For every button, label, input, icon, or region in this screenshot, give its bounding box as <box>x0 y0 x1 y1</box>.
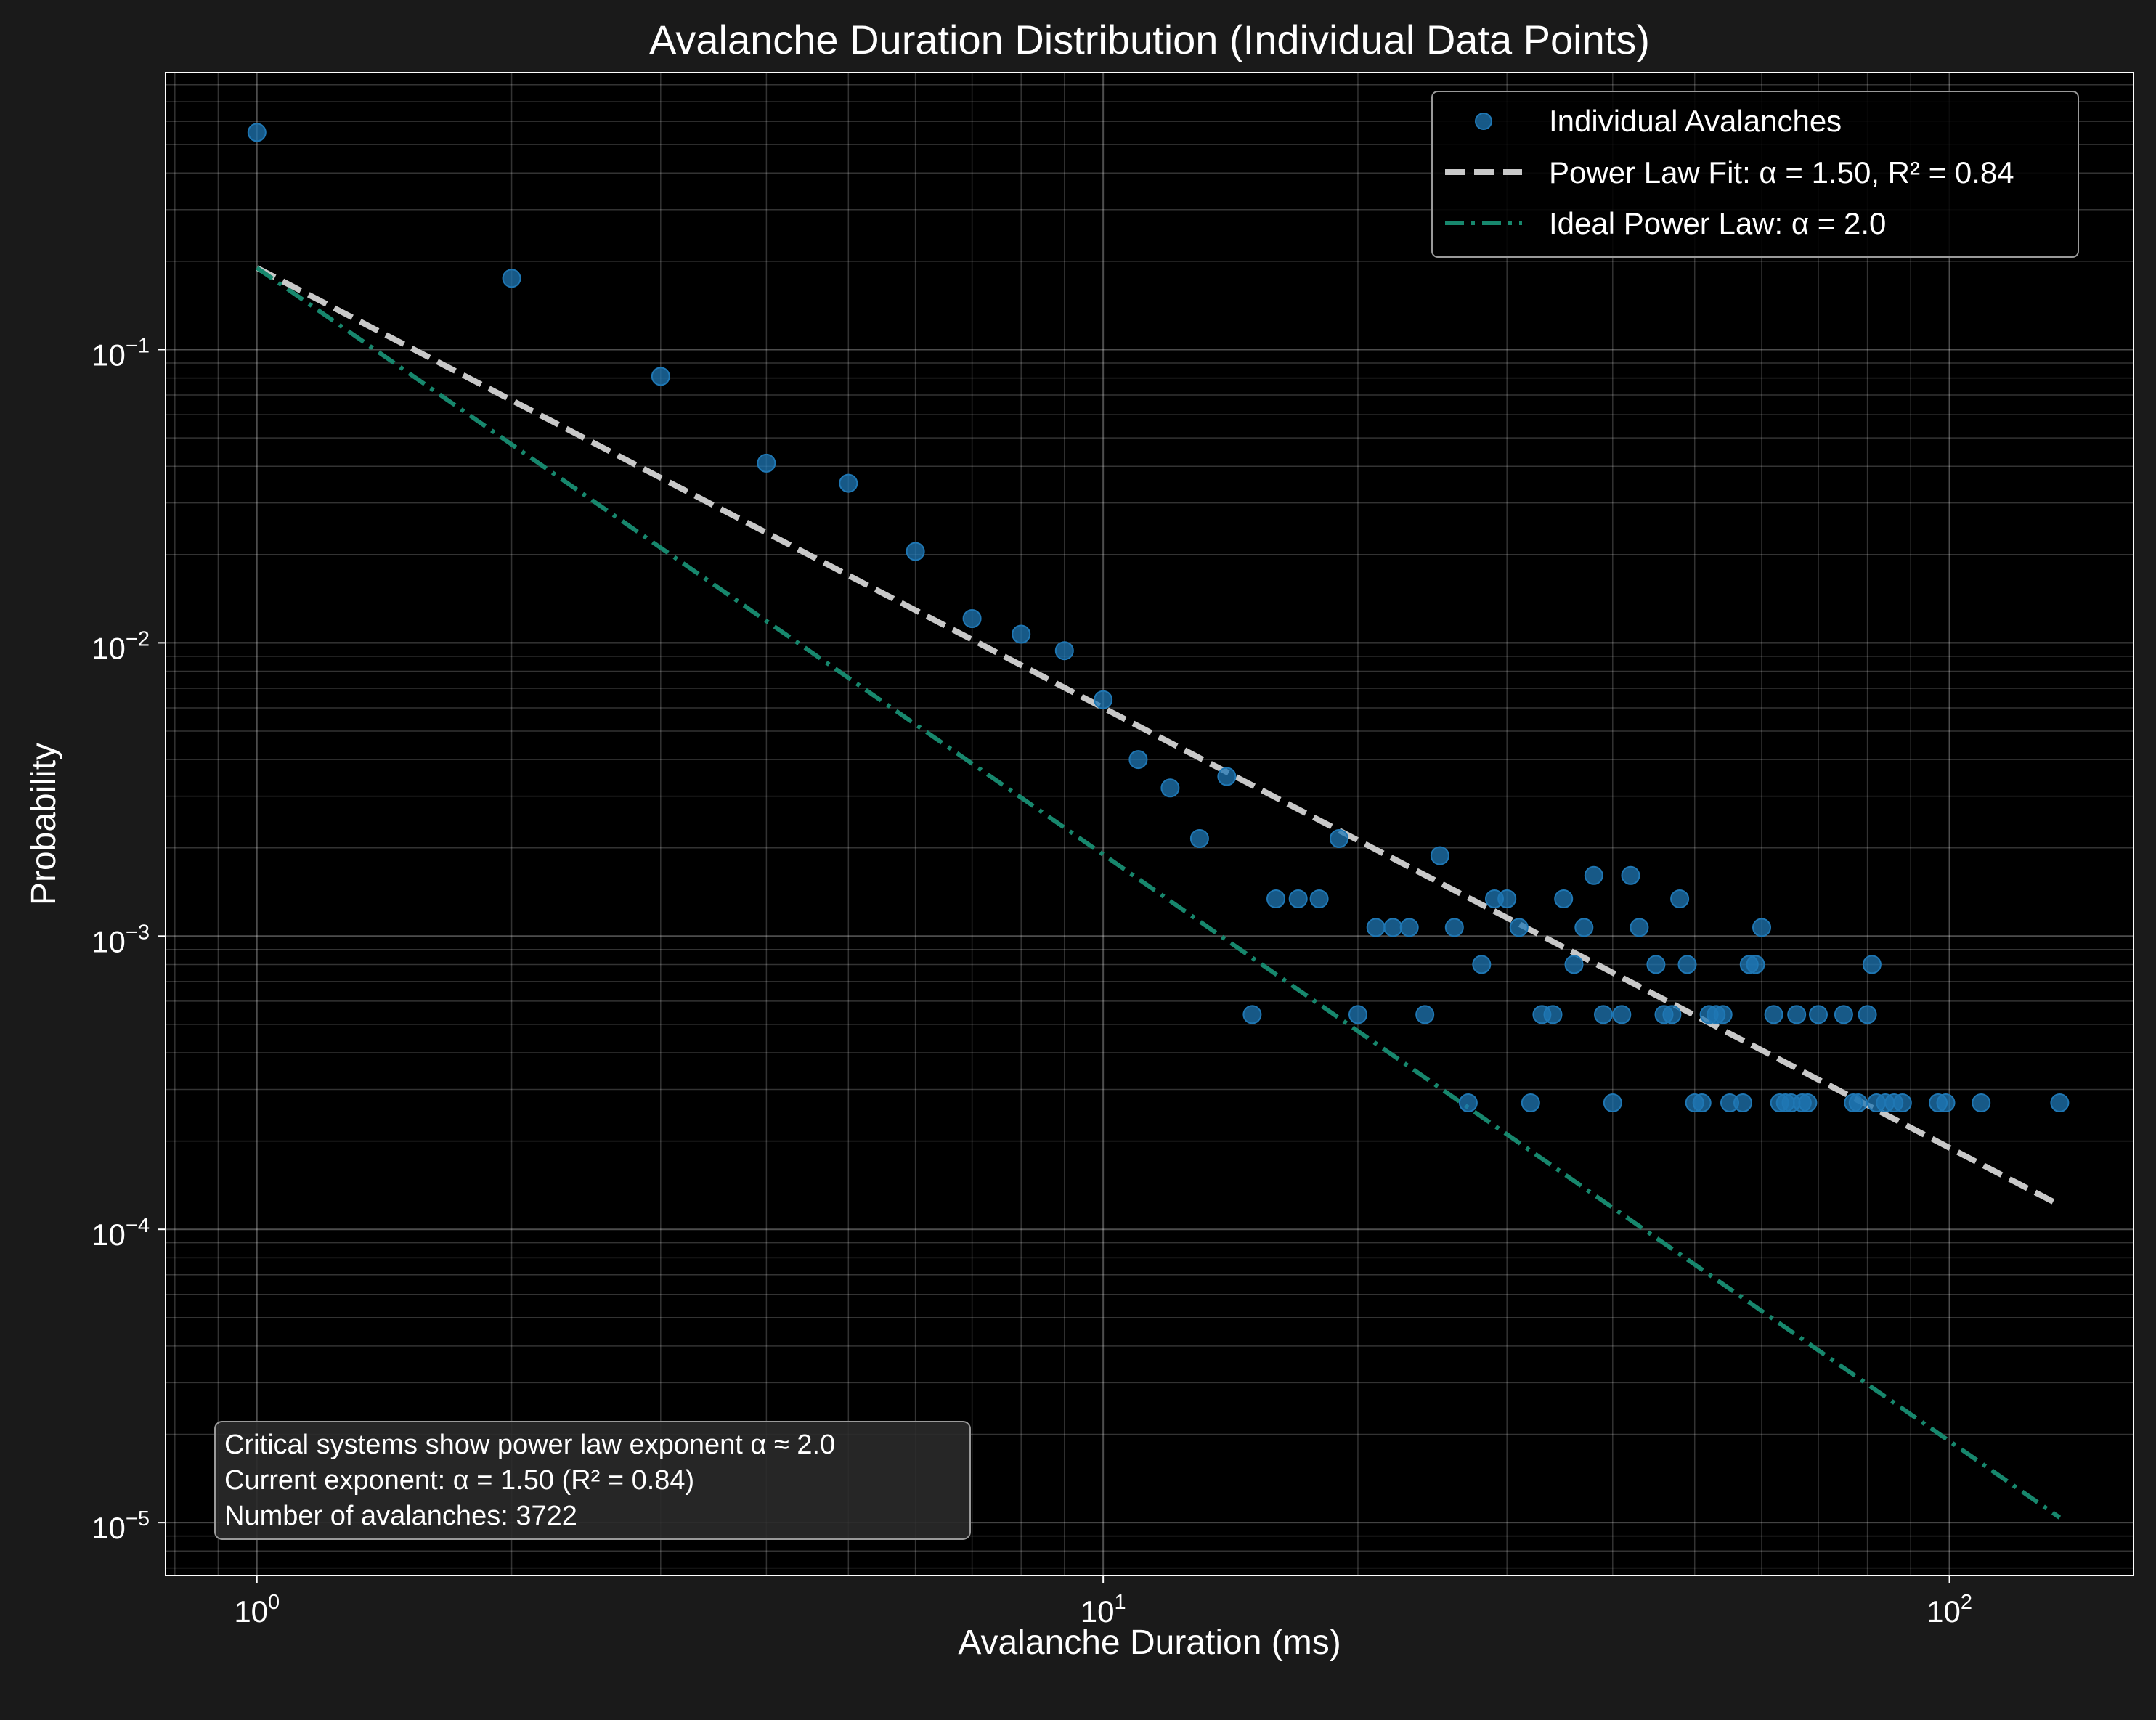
y-axis-label: Probability <box>25 743 63 905</box>
y-tick-label: 10−5 <box>91 1507 150 1545</box>
legend-label-scatter: Individual Avalanches <box>1549 104 1842 138</box>
data-point <box>1733 1093 1752 1112</box>
data-point <box>1564 955 1584 974</box>
data-point <box>1054 641 1074 661</box>
x-tick-label: 101 <box>1081 1591 1126 1629</box>
data-point <box>757 453 776 473</box>
data-point <box>1497 889 1517 908</box>
data-point <box>1217 767 1237 786</box>
legend-label-ideal: Ideal Power Law: α = 2.0 <box>1549 206 1886 240</box>
data-point <box>1128 750 1148 770</box>
data-point <box>1242 1005 1262 1024</box>
x-tick-label: 100 <box>234 1591 280 1629</box>
data-point <box>1936 1093 1956 1112</box>
data-point <box>1670 889 1690 908</box>
annotation-box <box>214 1421 971 1540</box>
annotation: Critical systems show power law exponent… <box>214 1421 971 1540</box>
scatter-series <box>247 123 2070 1112</box>
data-point <box>1713 1005 1733 1024</box>
data-point <box>1594 1005 1613 1024</box>
data-point <box>1858 1005 1877 1024</box>
data-point <box>1094 690 1113 709</box>
data-point <box>1787 1005 1807 1024</box>
data-point <box>1834 1005 1853 1024</box>
legend-label-fit: Power Law Fit: α = 1.50, R² = 0.84 <box>1549 155 2014 189</box>
ideal-power-law-line <box>256 266 2062 1520</box>
data-point <box>1288 889 1308 908</box>
data-point <box>1630 918 1649 937</box>
legend: Individual Avalanches Power Law Fit: α =… <box>1431 91 2079 258</box>
data-point <box>1764 1005 1783 1024</box>
data-point <box>1383 918 1403 937</box>
data-point <box>1574 918 1594 937</box>
data-point <box>502 269 521 288</box>
annotation-line-3: Number of avalanches: 3722 <box>224 1501 577 1531</box>
data-point <box>1160 778 1180 798</box>
data-point <box>1554 889 1574 908</box>
data-point <box>1862 955 1882 974</box>
data-point <box>839 473 858 493</box>
annotation-line-1: Critical systems show power law exponent… <box>224 1430 835 1460</box>
line-series <box>255 265 2062 1520</box>
data-point <box>247 123 267 142</box>
data-point <box>1848 1093 1868 1112</box>
power-law-fit-line <box>255 265 2062 1208</box>
data-point <box>1430 846 1449 865</box>
data-point <box>1189 829 1209 848</box>
data-point <box>1746 955 1765 974</box>
y-tick-label: 10−3 <box>91 921 150 958</box>
data-point <box>1752 918 1771 937</box>
legend-box <box>1431 91 2079 258</box>
y-tick-label: 10−4 <box>91 1214 150 1252</box>
data-point <box>1543 1005 1563 1024</box>
data-point <box>1348 1005 1367 1024</box>
data-point <box>1603 1093 1622 1112</box>
data-point <box>1399 918 1419 937</box>
data-point <box>1366 918 1386 937</box>
data-point <box>1266 889 1285 908</box>
data-point <box>1330 829 1348 848</box>
data-point <box>1509 918 1529 937</box>
chart-title: Avalanche Duration Distribution (Individ… <box>649 17 1650 62</box>
data-point <box>1972 1093 1991 1112</box>
data-point <box>1809 1005 1828 1024</box>
data-point <box>1662 1005 1682 1024</box>
data-point <box>1892 1093 1912 1112</box>
data-point <box>1521 1093 1540 1112</box>
data-point <box>962 609 982 628</box>
data-point <box>2050 1093 2070 1112</box>
data-point <box>906 542 925 561</box>
data-point <box>1612 1005 1632 1024</box>
plot-area <box>166 73 2133 1576</box>
data-point <box>1646 955 1666 974</box>
data-point <box>1621 865 1640 885</box>
data-point <box>1798 1093 1818 1112</box>
data-point <box>1309 889 1329 908</box>
data-point <box>651 367 670 386</box>
data-point <box>1584 865 1603 885</box>
y-tick-label: 10−2 <box>91 627 150 665</box>
data-point <box>1415 1005 1435 1024</box>
y-tick-label: 10−1 <box>91 334 150 372</box>
legend-marker-scatter <box>1475 113 1492 130</box>
data-point <box>1472 955 1492 974</box>
plot-frame <box>165 72 2134 1576</box>
data-point <box>1692 1093 1712 1112</box>
data-point <box>1677 955 1697 974</box>
grid <box>166 73 2133 1576</box>
axis-ticks: 100 101 102 10−5 10−4 10−3 10−2 10−1 <box>91 334 1972 1629</box>
data-point <box>1012 624 1031 644</box>
data-point <box>1458 1093 1478 1112</box>
x-axis-label: Avalanche Duration (ms) <box>958 1623 1341 1662</box>
x-tick-label: 102 <box>1927 1591 1972 1629</box>
data-point <box>1444 918 1464 937</box>
annotation-line-2: Current exponent: α = 1.50 (R² = 0.84) <box>224 1465 694 1496</box>
